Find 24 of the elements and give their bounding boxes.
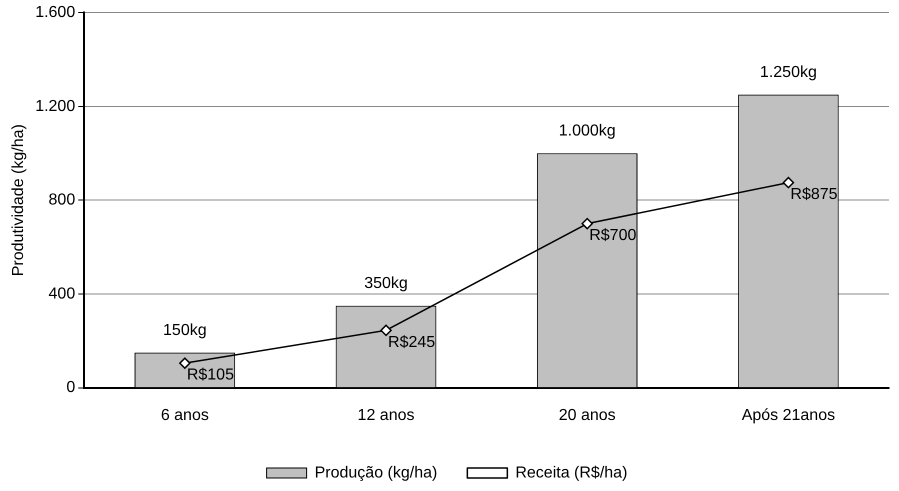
point xyxy=(581,218,593,230)
data-label: R$875 xyxy=(790,186,838,204)
legend-label: Receita (R$/ha) xyxy=(515,464,628,482)
point xyxy=(179,357,191,369)
y-tick-label: 1.200 xyxy=(35,98,76,115)
y-tick-label: 0 xyxy=(66,379,76,396)
x-tick-label: 12 anos xyxy=(358,406,414,424)
data-label: R$105 xyxy=(186,366,234,384)
point xyxy=(380,324,392,336)
y-axis-title: Produtividade (kg/ha) xyxy=(10,124,28,276)
x-tick-label: 20 anos xyxy=(558,406,616,424)
y-tick-label: 800 xyxy=(48,192,76,209)
legend-label: Produção (kg/ha) xyxy=(314,464,438,482)
y-tick-label: 400 xyxy=(48,285,76,302)
point xyxy=(782,176,794,188)
data-label: R$245 xyxy=(388,334,436,351)
data-label: 150kg xyxy=(163,322,207,340)
data-label: 350kg xyxy=(364,275,408,292)
data-label: R$700 xyxy=(589,227,636,244)
x-tick-label: Após 21anos xyxy=(742,406,836,424)
y-tick-label: 1.600 xyxy=(35,4,76,22)
data-label: 1.250kg xyxy=(760,64,817,82)
data-label: 1.000kg xyxy=(558,122,616,140)
x-tick-label: 6 anos xyxy=(160,406,209,424)
